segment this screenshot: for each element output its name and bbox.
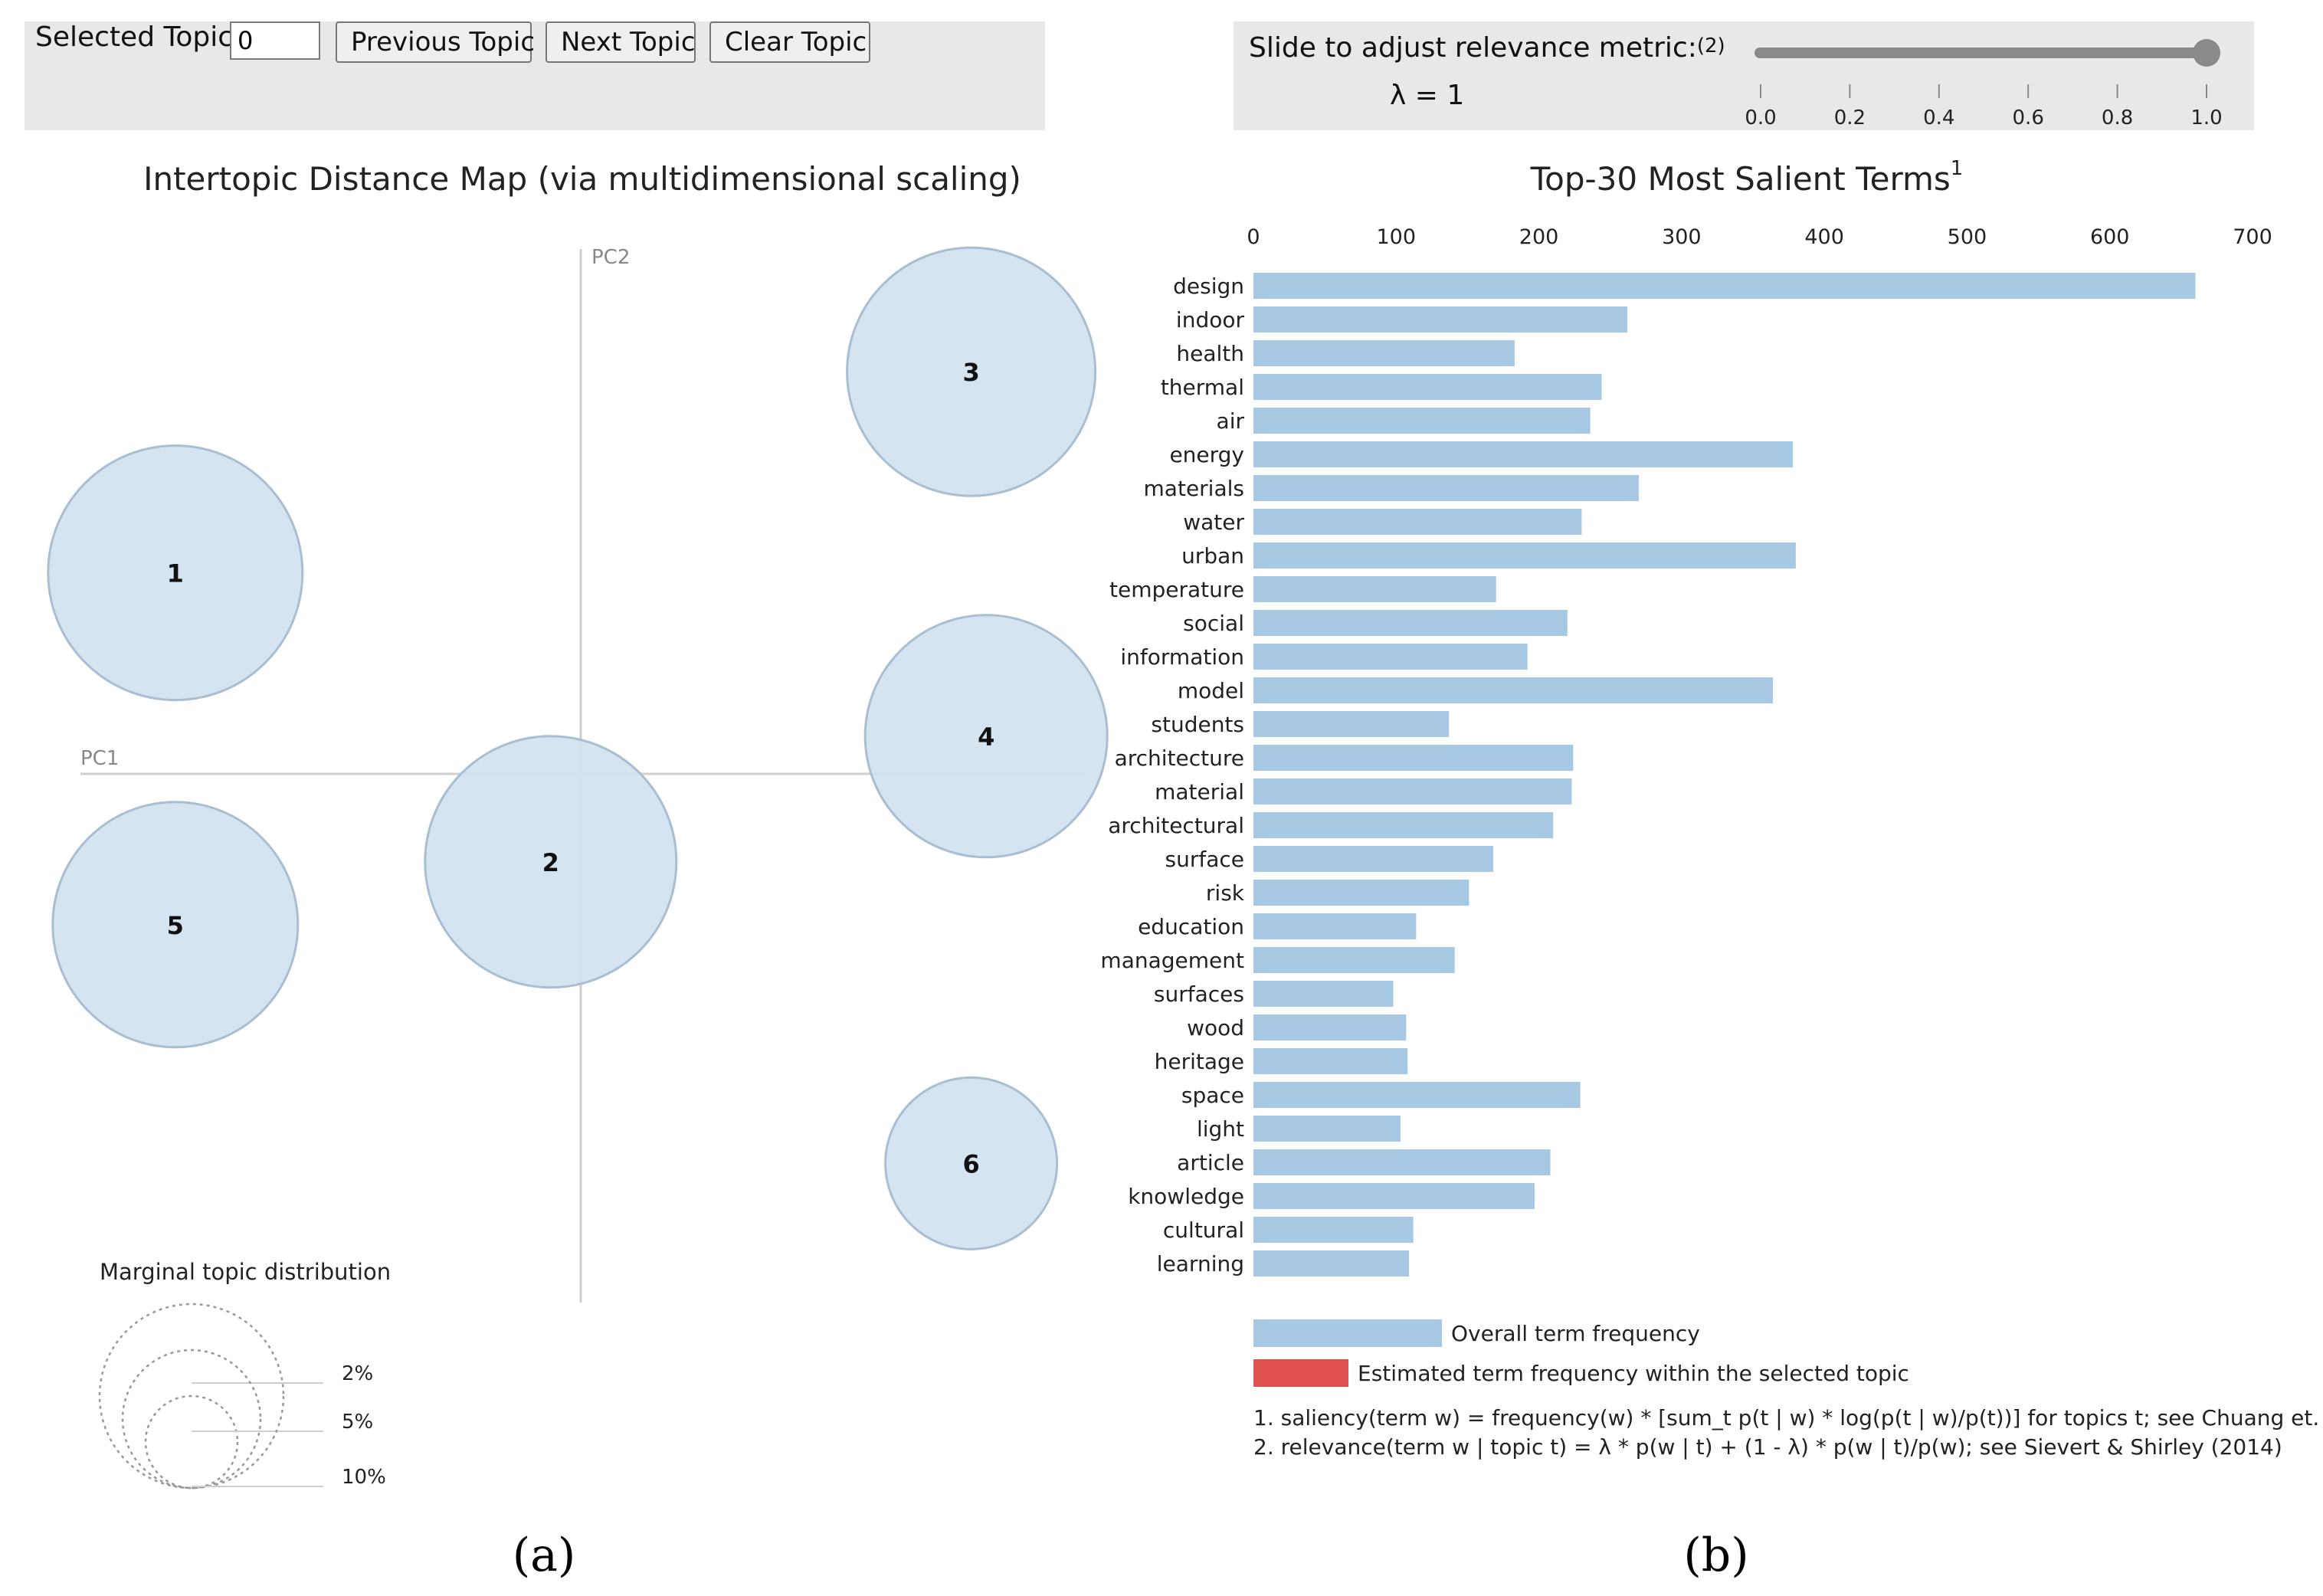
- term-bar[interactable]: [1253, 408, 1591, 434]
- pc1-axis-label: PC1: [80, 747, 119, 770]
- x-tick-label: 700: [2233, 225, 2272, 249]
- marginal-distribution-title: Marginal topic distribution: [100, 1259, 391, 1285]
- topic-circle-4[interactable]: [863, 614, 1109, 859]
- topic-circle-5[interactable]: [51, 801, 300, 1049]
- selected-topic-label: Selected Topic:: [35, 21, 243, 53]
- term-bar[interactable]: [1253, 745, 1574, 771]
- bar-chart-title-text: Top-30 Most Salient Terms: [1530, 160, 1951, 198]
- term-bar[interactable]: [1253, 542, 1796, 569]
- slider-tick-label: 0.6: [2013, 107, 2044, 129]
- x-tick-label: 0: [1247, 225, 1260, 249]
- legend-swatch-overall: [1253, 1319, 1442, 1347]
- relevance-toolbar: Slide to adjust relevance metric:(2) λ =…: [1234, 21, 2254, 130]
- relevance-slider-label: Slide to adjust relevance metric:(2): [1249, 32, 1725, 64]
- slider-tick-label: 0.4: [1923, 107, 1954, 129]
- term-bar[interactable]: [1253, 340, 1515, 366]
- marginal-legend-circle: [98, 1303, 285, 1489]
- footnote-relevance: 2. relevance(term w | topic t) = λ * p(w…: [1253, 1434, 2282, 1460]
- term-bar[interactable]: [1253, 475, 1639, 501]
- term-bar[interactable]: [1253, 1048, 1408, 1074]
- term-bar[interactable]: [1253, 677, 1774, 703]
- legend-label-topic: Estimated term frequency within the sele…: [1358, 1361, 1909, 1386]
- lambda-value: λ = 1: [1390, 80, 1465, 111]
- topic-label-5: 5: [167, 911, 184, 940]
- slider-thumb[interactable]: [2193, 39, 2220, 67]
- term-bar[interactable]: [1253, 306, 1628, 333]
- map-title: Intertopic Distance Map (via multidimens…: [143, 160, 1021, 198]
- term-bar[interactable]: [1253, 981, 1394, 1007]
- topic-label-4: 4: [978, 723, 994, 752]
- legend-label-overall: Overall term frequency: [1451, 1321, 1700, 1346]
- x-tick-label: 600: [2090, 225, 2130, 249]
- x-tick-label: 100: [1377, 225, 1417, 249]
- term-label[interactable]: risk: [1206, 880, 1245, 906]
- term-bar[interactable]: [1253, 1149, 1551, 1175]
- selected-topic-input[interactable]: [230, 21, 320, 60]
- slider-tick-label: 0.0: [1745, 107, 1776, 129]
- footnote-saliency: 1. saliency(term w) = frequency(w) * [su…: [1253, 1405, 2323, 1431]
- topic-label-1: 1: [167, 559, 184, 588]
- topic-circle-6[interactable]: [884, 1076, 1059, 1250]
- term-bar[interactable]: [1253, 610, 1568, 636]
- slider-tick-label: 1.0: [2190, 107, 2222, 129]
- marginal-legend-label: 2%: [342, 1362, 373, 1385]
- relevance-footnote-ref: (2): [1696, 34, 1725, 57]
- bar-chart-title: Top-30 Most Salient Terms1: [1530, 157, 1964, 198]
- term-bar[interactable]: [1253, 273, 2196, 299]
- term-bar[interactable]: [1253, 1116, 1401, 1142]
- x-tick-label: 200: [1519, 225, 1559, 249]
- slider-tick-label: 0.2: [1834, 107, 1866, 129]
- term-bar[interactable]: [1253, 441, 1794, 467]
- marginal-legend-circle: [121, 1349, 262, 1489]
- topic-circle-3[interactable]: [846, 246, 1097, 497]
- topic-toolbar: Selected Topic: Previous Topic Next Topi…: [25, 21, 1045, 130]
- bar-chart-title-superscript: 1: [1951, 157, 1964, 180]
- clear-topic-button[interactable]: Clear Topic: [709, 21, 870, 63]
- topic-label-3: 3: [962, 358, 979, 387]
- x-tick-label: 300: [1662, 225, 1702, 249]
- term-bar[interactable]: [1253, 846, 1493, 872]
- term-bar[interactable]: [1253, 1082, 1581, 1108]
- legend-swatch-topic: [1253, 1359, 1348, 1387]
- term-bar[interactable]: [1253, 1250, 1410, 1276]
- next-topic-button[interactable]: Next Topic: [546, 21, 696, 63]
- pc2-axis-label: PC2: [591, 246, 630, 269]
- term-bar[interactable]: [1253, 812, 1554, 838]
- slider-tick-label: 0.8: [2102, 107, 2133, 129]
- term-bar[interactable]: [1253, 509, 1582, 535]
- term-bar[interactable]: [1253, 913, 1417, 939]
- subfigure-label-a: (a): [513, 1529, 576, 1582]
- term-bar[interactable]: [1253, 1183, 1535, 1209]
- marginal-legend-circle: [144, 1394, 239, 1489]
- relevance-slider[interactable]: 0.0 0.2 0.4 0.6 0.8 1.0: [1234, 21, 2254, 130]
- term-bar[interactable]: [1253, 947, 1455, 973]
- term-bar[interactable]: [1253, 1217, 1414, 1243]
- slider-track[interactable]: [1755, 48, 2207, 58]
- marginal-legend-label: 10%: [342, 1466, 386, 1489]
- term-bar[interactable]: [1253, 1014, 1407, 1041]
- x-tick-label: 500: [1948, 225, 1987, 249]
- term-bar[interactable]: [1253, 880, 1469, 906]
- topic-circle-2[interactable]: [424, 735, 678, 989]
- term-label[interactable]: wood: [1187, 1015, 1244, 1041]
- x-tick-label: 400: [1804, 225, 1844, 249]
- term-bar[interactable]: [1253, 374, 1602, 400]
- term-bar[interactable]: [1253, 576, 1496, 602]
- intertopic-distance-map: Intertopic Distance Map (via multidimens…: [47, 160, 1109, 1582]
- term-bar[interactable]: [1253, 644, 1528, 670]
- previous-topic-button[interactable]: Previous Topic: [336, 21, 535, 63]
- topic-circle-1[interactable]: [47, 444, 304, 702]
- topic-label-6: 6: [962, 1149, 979, 1178]
- term-label[interactable]: air: [1217, 408, 1245, 434]
- subfigure-label-b: (b): [1683, 1529, 1748, 1582]
- marginal-legend-label: 5%: [342, 1411, 373, 1434]
- term-label[interactable]: light: [1197, 1116, 1244, 1142]
- relevance-slider-label-text: Slide to adjust relevance metric:: [1249, 32, 1697, 64]
- topic-label-2: 2: [542, 848, 559, 877]
- term-bar[interactable]: [1253, 711, 1450, 737]
- term-bar[interactable]: [1253, 778, 1572, 805]
